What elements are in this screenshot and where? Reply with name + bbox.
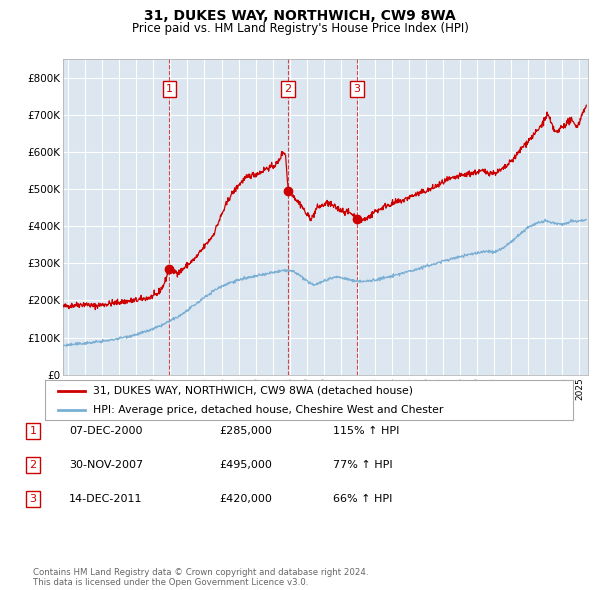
Text: 2: 2 — [29, 460, 37, 470]
Text: 3: 3 — [353, 84, 361, 94]
Text: £285,000: £285,000 — [219, 426, 272, 435]
Text: 31, DUKES WAY, NORTHWICH, CW9 8WA: 31, DUKES WAY, NORTHWICH, CW9 8WA — [144, 9, 456, 23]
Text: 30-NOV-2007: 30-NOV-2007 — [69, 460, 143, 470]
Text: 14-DEC-2011: 14-DEC-2011 — [69, 494, 143, 504]
Text: 31, DUKES WAY, NORTHWICH, CW9 8WA (detached house): 31, DUKES WAY, NORTHWICH, CW9 8WA (detac… — [92, 386, 413, 396]
Text: HPI: Average price, detached house, Cheshire West and Chester: HPI: Average price, detached house, Ches… — [92, 405, 443, 415]
Text: 2: 2 — [284, 84, 292, 94]
Text: £495,000: £495,000 — [219, 460, 272, 470]
Text: £420,000: £420,000 — [219, 494, 272, 504]
Text: 07-DEC-2000: 07-DEC-2000 — [69, 426, 143, 435]
Text: 1: 1 — [166, 84, 173, 94]
Text: 3: 3 — [29, 494, 37, 504]
Text: Price paid vs. HM Land Registry's House Price Index (HPI): Price paid vs. HM Land Registry's House … — [131, 22, 469, 35]
Text: 77% ↑ HPI: 77% ↑ HPI — [333, 460, 392, 470]
Text: 66% ↑ HPI: 66% ↑ HPI — [333, 494, 392, 504]
Text: Contains HM Land Registry data © Crown copyright and database right 2024.
This d: Contains HM Land Registry data © Crown c… — [33, 568, 368, 587]
Text: 1: 1 — [29, 426, 37, 435]
Text: 115% ↑ HPI: 115% ↑ HPI — [333, 426, 400, 435]
